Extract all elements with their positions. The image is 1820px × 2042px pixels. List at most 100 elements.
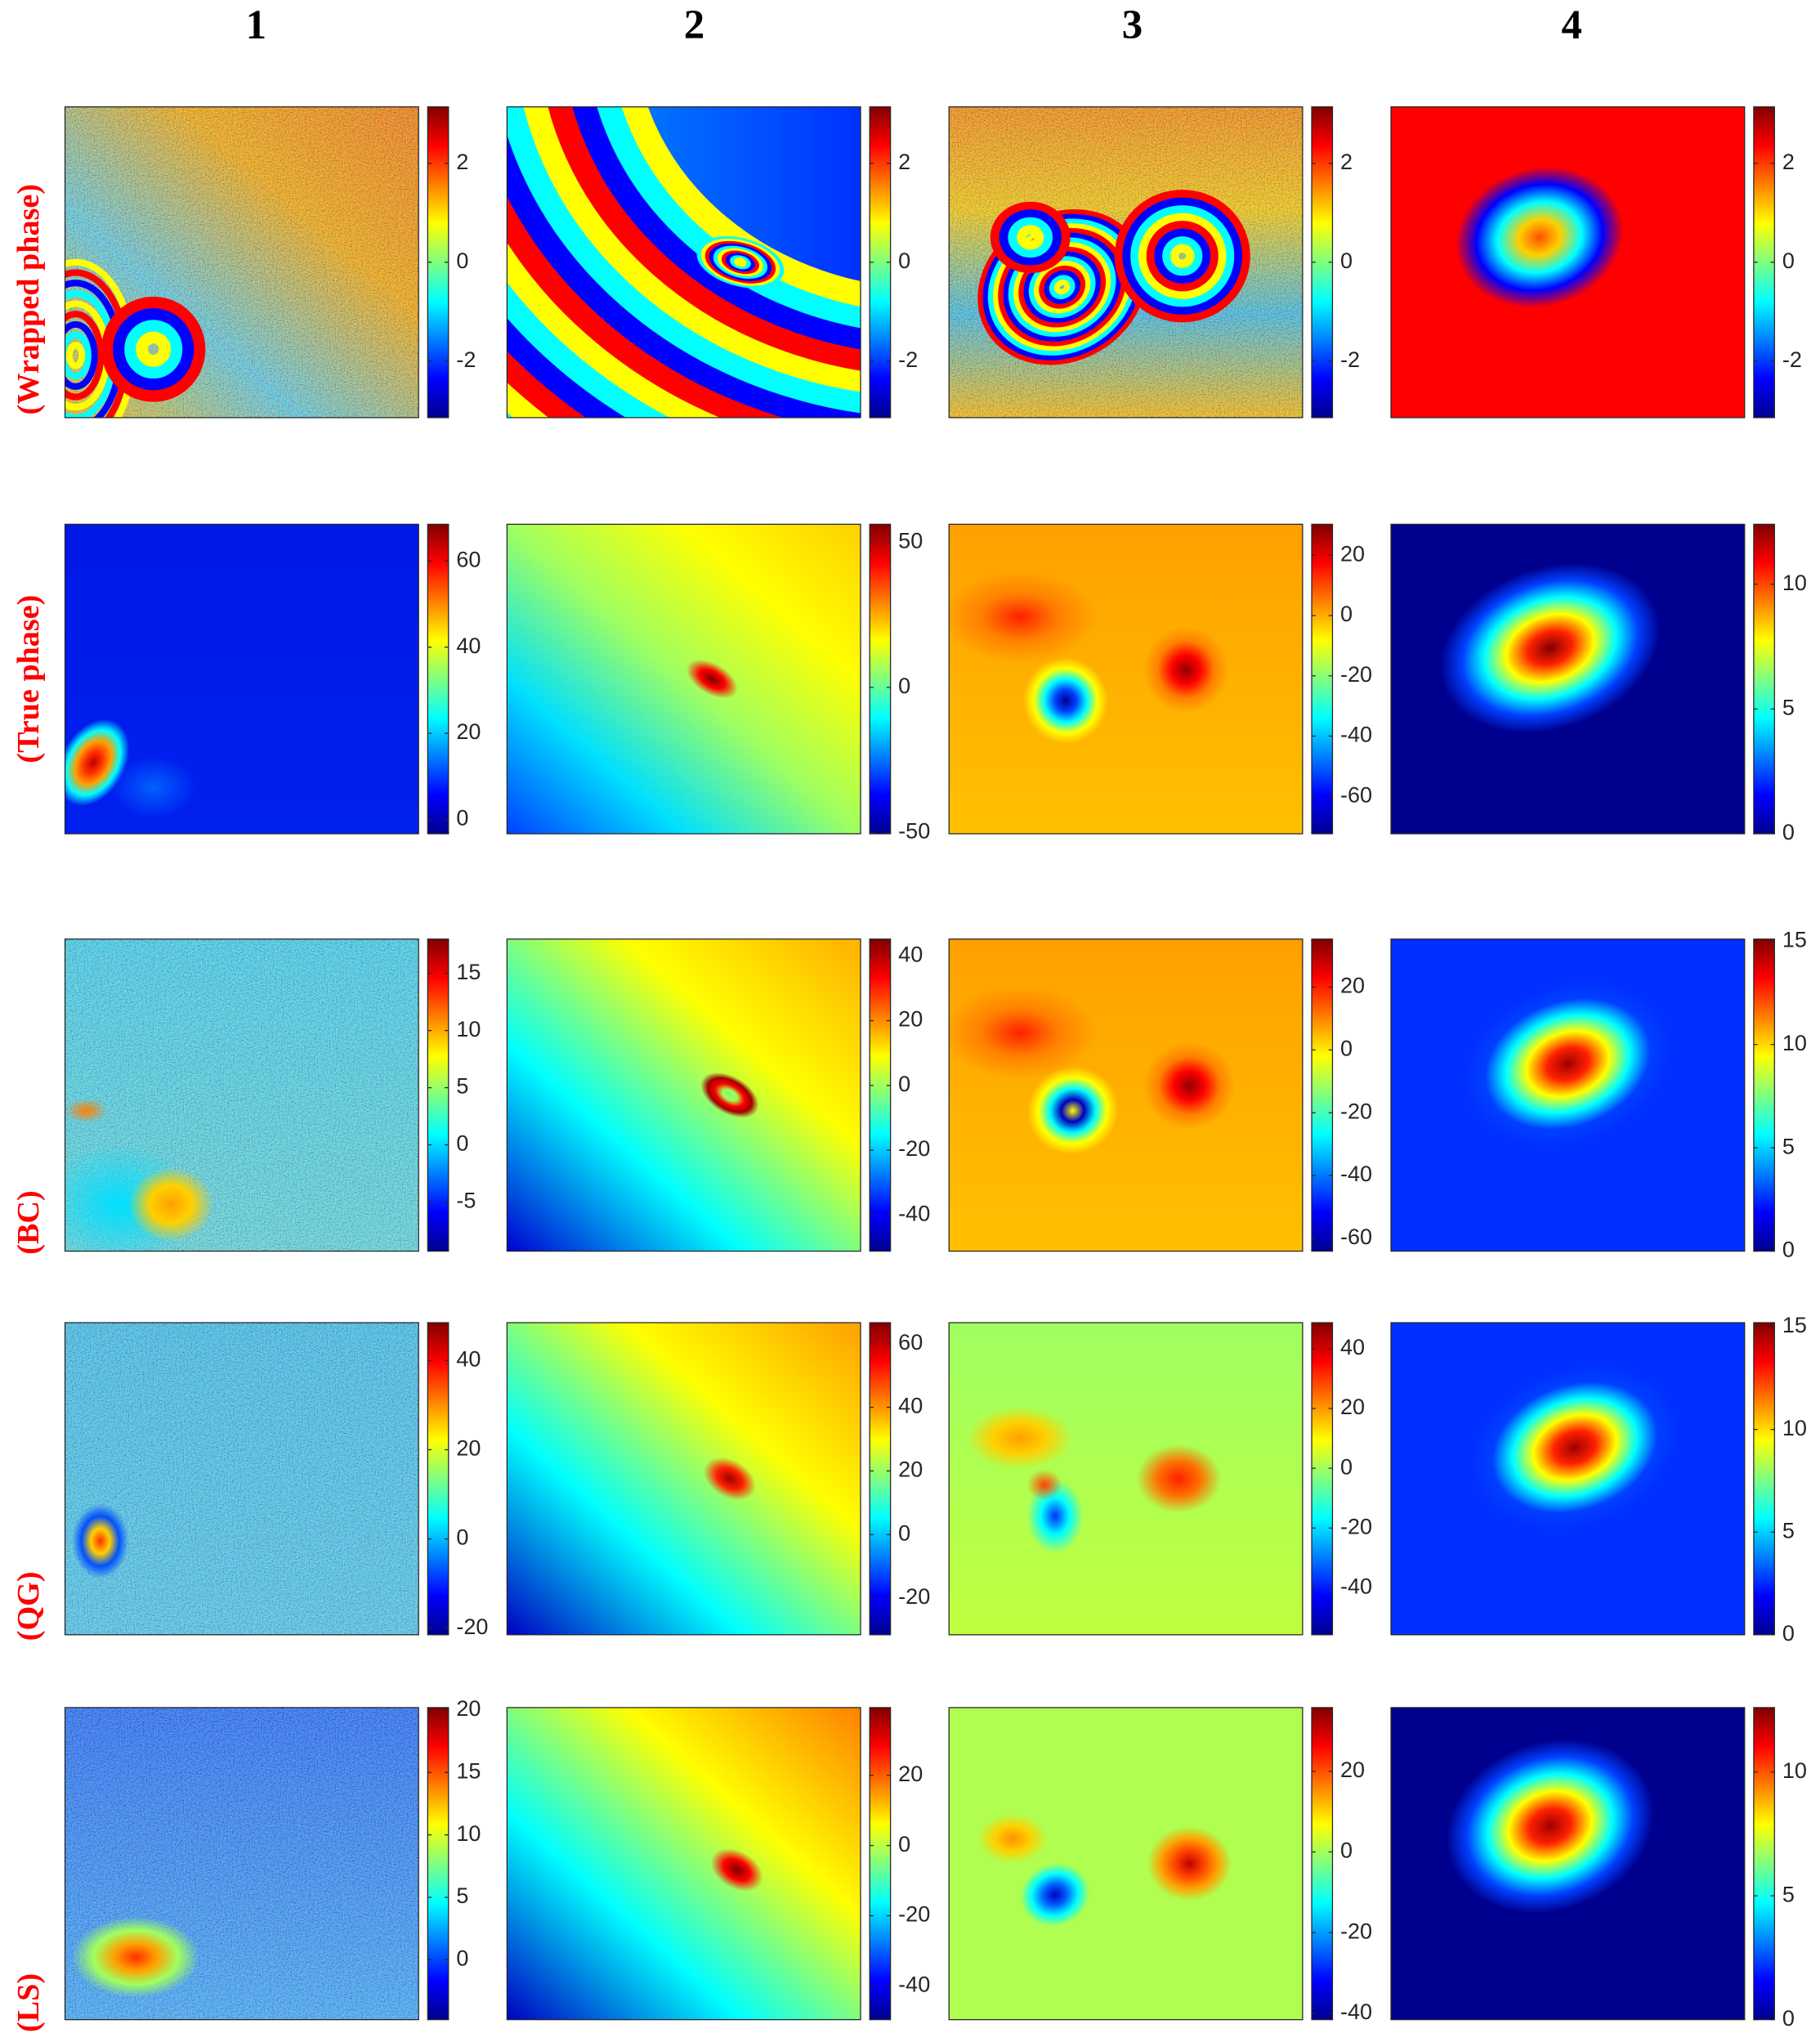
- heatmap-panel: -60 -40 -20 0 20: [948, 523, 1372, 835]
- field-blob: [710, 1848, 763, 1892]
- fringe: [507, 408, 518, 418]
- field-image: [507, 938, 861, 1252]
- colorbar-tick-label: 2: [1340, 150, 1353, 174]
- colorbar-tick-label: 0: [1340, 1838, 1353, 1863]
- colorbar: [869, 523, 892, 835]
- colorbar-tick-label: -40: [898, 1973, 930, 1997]
- fringe: [1049, 275, 1075, 300]
- colorbar-tick-label: -5: [456, 1189, 476, 1213]
- field-blob: [1434, 149, 1645, 326]
- heatmap-panel: -40 -20 0 20 40: [948, 1322, 1372, 1636]
- colorbar: [869, 938, 892, 1252]
- field-blob: [1022, 657, 1109, 745]
- colorbar-tick-label: -20: [898, 1584, 930, 1609]
- colorbar-tick-label: -20: [1340, 1919, 1372, 1943]
- field-image: [65, 1323, 419, 1635]
- colorbar: [427, 1322, 449, 1636]
- colorbar-tick-label: 2: [1782, 150, 1795, 174]
- colorbar-tick-label: 20: [898, 1007, 923, 1032]
- colorbar-tick-label: -2: [456, 347, 476, 372]
- field-blob: [65, 1098, 108, 1124]
- image-frame: [948, 938, 1304, 1252]
- colorbar-tick-label: 0: [456, 1525, 468, 1550]
- image-frame: [64, 1322, 419, 1636]
- field-image: [1391, 1323, 1745, 1635]
- colorbar-tick-label: 2: [456, 150, 468, 174]
- field-image: [65, 106, 419, 418]
- field-blob: [1147, 1825, 1232, 1901]
- field-image: [949, 1323, 1303, 1635]
- image-frame: [1390, 523, 1746, 835]
- colorbar-tick-label: 0: [898, 1072, 910, 1096]
- colorbar-tick-label: -50: [898, 819, 930, 844]
- heatmap-panel: -40 -20 0 20 40: [506, 938, 930, 1252]
- fringe: [65, 331, 92, 380]
- colorbar-tick-label: 0: [1782, 249, 1795, 273]
- field-blob: [966, 1407, 1073, 1470]
- colorbar-tick-label: 10: [456, 1821, 481, 1846]
- row-title: (True phase): [11, 595, 46, 764]
- colorbar-tick-label: -2: [1340, 347, 1360, 372]
- colorbar-tick-label: 20: [456, 719, 481, 744]
- image-frame: [1390, 106, 1746, 419]
- field-blob: [1143, 626, 1229, 714]
- field-blob: [1020, 1863, 1090, 1927]
- image-frame: [948, 523, 1304, 835]
- fringe: [1054, 280, 1071, 295]
- field-blob: [1143, 1041, 1236, 1130]
- colorbar-tick-label: 0: [1340, 249, 1353, 273]
- heatmap-panel: 0 5 10 15: [1390, 1313, 1807, 1646]
- colorbar-tick-label: 10: [1782, 571, 1807, 595]
- fringe: [990, 201, 1071, 274]
- field-image: [1391, 106, 1745, 418]
- heatmap-panel: 0 5 10 15: [1390, 927, 1807, 1262]
- fringe: [65, 342, 86, 369]
- field-background: [949, 1323, 1303, 1635]
- colorbar-tick-label: 0: [456, 806, 468, 831]
- colorbar-tick-label: 0: [456, 249, 468, 273]
- field-blob: [949, 571, 1098, 664]
- colorbar-tick-label: 10: [1782, 1416, 1807, 1440]
- colorbar-tick-label: 0: [898, 1832, 910, 1856]
- fringe: [65, 311, 105, 401]
- colorbar-tick-label: 10: [1782, 1031, 1807, 1055]
- colorbar-tick-label: -2: [898, 347, 918, 372]
- colorbar-tick-label: 0: [898, 249, 910, 273]
- colorbar: [427, 523, 449, 835]
- fringe: [65, 320, 98, 390]
- colorbar: [1753, 523, 1775, 835]
- heatmap-panel: -2 0 2: [506, 106, 918, 419]
- fringe: [1130, 205, 1235, 307]
- colorbar-tick-label: -20: [456, 1614, 488, 1639]
- colorbar-tick-label: 0: [1782, 1238, 1795, 1262]
- fringe: [1008, 217, 1053, 258]
- colorbar-tick-label: 0: [1340, 1037, 1353, 1061]
- field-background: [507, 938, 861, 1252]
- field-blob: [949, 986, 1098, 1080]
- row-title: (Wrapped phase): [11, 184, 46, 414]
- heatmap-panel: -2 0 2: [64, 106, 476, 419]
- row-title: (BC): [11, 1190, 46, 1254]
- image-frame: [506, 938, 861, 1252]
- colorbar: [1753, 938, 1775, 1252]
- fringe: [1154, 228, 1211, 284]
- image-frame: [506, 106, 861, 419]
- colorbar-tick-label: 5: [1782, 1882, 1795, 1906]
- colorbar-tick-label: 20: [1340, 1395, 1365, 1419]
- colorbar-tick-label: 5: [456, 1883, 468, 1908]
- field-blob: [1464, 982, 1671, 1146]
- field-background: [507, 1707, 861, 2020]
- colorbar: [1311, 523, 1334, 835]
- colorbar-tick-label: -2: [1782, 347, 1802, 372]
- colorbar-tick-label: 20: [898, 1762, 923, 1786]
- field-background: [949, 524, 1303, 834]
- colorbar-tick-label: 60: [898, 1330, 923, 1355]
- image-frame: [64, 938, 419, 1252]
- colorbar-tick-label: -40: [1340, 1999, 1372, 2024]
- colorbar-tick-label: 5: [1782, 1134, 1795, 1158]
- colorbar-tick-label: 0: [1340, 602, 1353, 626]
- colorbar-tick-label: -40: [1340, 1162, 1372, 1186]
- field-image: [949, 1707, 1303, 2020]
- colorbar-tick-label: 15: [456, 1758, 481, 1783]
- colorbar-tick-label: 5: [456, 1074, 468, 1099]
